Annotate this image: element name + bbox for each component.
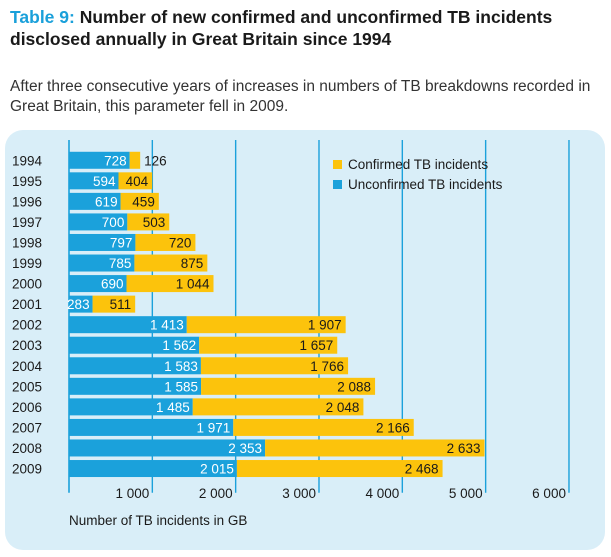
category-label-2008: 2008 bbox=[12, 441, 42, 456]
category-label-2005: 2005 bbox=[12, 379, 42, 394]
data-label-unconfirmed-2006: 1 485 bbox=[156, 400, 190, 415]
bar-unconfirmed-2006 bbox=[69, 398, 193, 416]
bar-confirmed-1999 bbox=[134, 254, 208, 272]
bar-confirmed-1995 bbox=[118, 172, 153, 190]
data-label-confirmed-2008: 2 633 bbox=[447, 441, 481, 456]
bar-confirmed-1994 bbox=[129, 151, 141, 169]
data-label-confirmed-1998: 720 bbox=[169, 235, 192, 250]
x-tick-label-1000: 1 000 bbox=[116, 486, 150, 501]
x-tick-label-5000: 5 000 bbox=[449, 486, 483, 501]
data-label-unconfirmed-1997: 700 bbox=[102, 215, 125, 230]
title-text: Number of new confirmed and unconfirmed … bbox=[10, 7, 553, 49]
bar-confirmed-2003 bbox=[199, 336, 338, 354]
category-label-1999: 1999 bbox=[12, 256, 42, 271]
x-tick-label-4000: 4 000 bbox=[366, 486, 400, 501]
data-label-confirmed-1996: 459 bbox=[132, 194, 155, 209]
bar-confirmed-2009 bbox=[236, 460, 443, 478]
subtitle: After three consecutive years of increas… bbox=[10, 78, 591, 115]
bar-unconfirmed-1996 bbox=[69, 192, 121, 210]
x-tick-label-6000: 6 000 bbox=[532, 486, 566, 501]
legend-item-confirmed: Confirmed TB incidents bbox=[333, 154, 502, 174]
data-label-confirmed-1999: 875 bbox=[181, 256, 204, 271]
category-label-2000: 2000 bbox=[12, 277, 42, 292]
bar-confirmed-2001 bbox=[92, 295, 136, 313]
data-label-confirmed-2007: 2 166 bbox=[376, 420, 410, 435]
category-label-2002: 2002 bbox=[12, 318, 42, 333]
bar-unconfirmed-2009 bbox=[69, 460, 237, 478]
legend-label-unconfirmed: Unconfirmed TB incidents bbox=[348, 176, 503, 192]
category-label-2004: 2004 bbox=[12, 359, 43, 374]
data-label-confirmed-2009: 2 468 bbox=[405, 462, 439, 477]
category-label-2003: 2003 bbox=[12, 338, 42, 353]
data-label-unconfirmed-2001: 283 bbox=[67, 297, 90, 312]
category-label-1995: 1995 bbox=[12, 174, 42, 189]
bar-unconfirmed-2007 bbox=[69, 418, 234, 436]
category-label-2006: 2006 bbox=[12, 400, 42, 415]
data-label-unconfirmed-1999: 785 bbox=[109, 256, 132, 271]
table-label: Table 9: bbox=[10, 7, 75, 27]
bar-unconfirmed-1994 bbox=[69, 151, 130, 169]
legend-label-confirmed: Confirmed TB incidents bbox=[348, 156, 489, 172]
data-label-confirmed-1994: 126 bbox=[144, 153, 167, 168]
legend-item-unconfirmed: Unconfirmed TB incidents bbox=[333, 174, 502, 194]
bar-unconfirmed-2004 bbox=[69, 357, 201, 375]
category-label-1998: 1998 bbox=[12, 235, 42, 250]
bar-unconfirmed-1995 bbox=[69, 172, 119, 190]
bar-confirmed-2008 bbox=[265, 439, 485, 457]
bar-unconfirmed-2005 bbox=[69, 377, 202, 395]
data-label-unconfirmed-1998: 797 bbox=[110, 235, 133, 250]
category-label-1996: 1996 bbox=[12, 194, 42, 209]
data-label-unconfirmed-2003: 1 562 bbox=[162, 338, 196, 353]
data-label-unconfirmed-2004: 1 583 bbox=[164, 359, 198, 374]
category-label-2009: 2009 bbox=[12, 462, 42, 477]
x-axis-title: Number of TB incidents in GB bbox=[69, 513, 247, 528]
bar-confirmed-1998 bbox=[135, 233, 196, 251]
data-label-unconfirmed-2008: 2 353 bbox=[228, 441, 262, 456]
bar-unconfirmed-1999 bbox=[69, 254, 135, 272]
bar-unconfirmed-2000 bbox=[69, 275, 127, 293]
bar-unconfirmed-1998 bbox=[69, 233, 136, 251]
data-label-confirmed-2003: 1 657 bbox=[299, 338, 333, 353]
data-label-unconfirmed-2009: 2 015 bbox=[200, 462, 234, 477]
data-label-confirmed-1995: 404 bbox=[126, 174, 149, 189]
category-label-2007: 2007 bbox=[12, 420, 42, 435]
bar-confirmed-2002 bbox=[186, 316, 346, 334]
data-label-unconfirmed-2000: 690 bbox=[101, 277, 124, 292]
data-label-confirmed-2005: 2 088 bbox=[337, 379, 371, 394]
data-label-unconfirmed-2002: 1 413 bbox=[150, 318, 184, 333]
data-label-unconfirmed-1996: 619 bbox=[95, 194, 118, 209]
data-label-unconfirmed-2007: 1 971 bbox=[196, 420, 230, 435]
legend: Confirmed TB incidents Unconfirmed TB in… bbox=[333, 154, 502, 194]
bar-unconfirmed-2003 bbox=[69, 336, 200, 354]
data-label-confirmed-1997: 503 bbox=[143, 215, 166, 230]
bar-confirmed-1996 bbox=[120, 192, 159, 210]
data-label-confirmed-2002: 1 907 bbox=[308, 318, 342, 333]
bar-confirmed-1997 bbox=[127, 213, 170, 231]
x-tick-label-3000: 3 000 bbox=[282, 486, 316, 501]
data-label-confirmed-2006: 2 048 bbox=[326, 400, 360, 415]
bar-unconfirmed-2002 bbox=[69, 316, 187, 334]
x-tick-label-2000: 2 000 bbox=[199, 486, 233, 501]
data-label-confirmed-2004: 1 766 bbox=[310, 359, 344, 374]
category-label-1997: 1997 bbox=[12, 215, 42, 230]
page-title: Table 9: Number of new confirmed and unc… bbox=[10, 6, 600, 50]
data-label-confirmed-2001: 511 bbox=[110, 297, 132, 312]
bar-confirmed-2006 bbox=[192, 398, 364, 416]
category-label-2001: 2001 bbox=[12, 297, 42, 312]
data-label-confirmed-2000: 1 044 bbox=[176, 277, 210, 292]
data-label-unconfirmed-1995: 594 bbox=[93, 174, 116, 189]
data-label-unconfirmed-2005: 1 585 bbox=[164, 379, 198, 394]
legend-swatch-confirmed bbox=[333, 159, 342, 169]
bar-unconfirmed-2001 bbox=[69, 295, 93, 313]
bar-unconfirmed-2008 bbox=[69, 439, 266, 457]
bar-confirmed-2000 bbox=[126, 275, 214, 293]
data-label-unconfirmed-1994: 728 bbox=[104, 153, 127, 168]
bar-confirmed-2007 bbox=[233, 418, 414, 436]
category-label-1994: 1994 bbox=[12, 153, 43, 168]
bar-confirmed-2005 bbox=[201, 377, 376, 395]
bar-unconfirmed-1997 bbox=[69, 213, 128, 231]
legend-swatch-unconfirmed bbox=[333, 179, 342, 189]
bar-confirmed-2004 bbox=[200, 357, 349, 375]
